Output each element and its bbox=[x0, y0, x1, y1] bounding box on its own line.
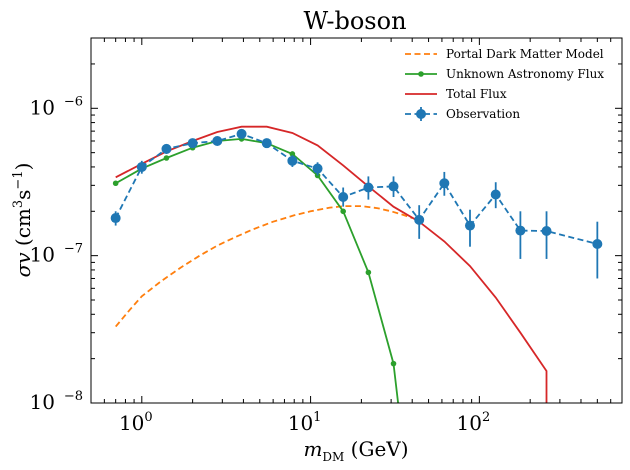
x-tick-label: 100 bbox=[119, 410, 153, 435]
x-tick-label-exp: 2 bbox=[482, 410, 490, 425]
observation-point bbox=[464, 220, 475, 231]
unknown-astronomy-flux-line bbox=[115, 137, 399, 403]
x-axis-label: mDM (GeV) bbox=[303, 437, 408, 464]
series-layer bbox=[110, 125, 603, 403]
unknown-astronomy-flux-point bbox=[365, 269, 372, 276]
y-tick-label-base: 10 bbox=[30, 390, 55, 414]
x-tick-label-base: 10 bbox=[119, 411, 144, 435]
observation-point bbox=[287, 155, 298, 166]
chart-title: W-boson bbox=[303, 7, 406, 35]
observation-point bbox=[212, 135, 223, 146]
legend-label-observation: Observation bbox=[446, 107, 520, 121]
unknown-astronomy-flux-point bbox=[340, 208, 346, 215]
unknown-astronomy-flux-point bbox=[112, 180, 119, 187]
observation-point bbox=[236, 128, 247, 139]
observation-point bbox=[515, 225, 526, 236]
observation-point bbox=[388, 181, 399, 192]
observation-point bbox=[414, 214, 425, 225]
y-tick-label: 10 −6 bbox=[30, 94, 83, 119]
observation-point bbox=[312, 163, 323, 174]
x-tick-label-exp: 0 bbox=[144, 410, 152, 425]
observation-point bbox=[261, 138, 272, 149]
observation-point bbox=[439, 178, 450, 189]
y-tick-label-exp: −8 bbox=[64, 389, 83, 404]
y-tick-label: 10 −8 bbox=[30, 389, 83, 414]
y-tick-label: 10 −7 bbox=[30, 242, 83, 267]
unknown-astronomy-flux-point bbox=[163, 155, 170, 161]
observation-point bbox=[110, 213, 121, 224]
legend-marker-unknown-astronomy-flux bbox=[418, 71, 424, 77]
legend-label-portal-dark-matter-model: Portal Dark Matter Model bbox=[446, 47, 604, 61]
observation-point bbox=[592, 238, 603, 249]
x-tick-label-exp: 1 bbox=[313, 410, 321, 425]
observation-point bbox=[363, 182, 374, 193]
observation-point bbox=[490, 189, 501, 200]
y-tick-label-base: 10 bbox=[30, 243, 55, 267]
legend-label-unknown-astronomy-flux: Unknown Astronomy Flux bbox=[446, 67, 604, 81]
y-axis-label: σv (cm3s−1) bbox=[11, 163, 35, 278]
plot-frame bbox=[90, 37, 623, 404]
observation-point bbox=[161, 143, 172, 154]
observation-point bbox=[541, 225, 552, 236]
y-tick-label-exp: −7 bbox=[64, 242, 83, 257]
x-tick-label: 101 bbox=[288, 410, 322, 435]
legend-marker-observation bbox=[416, 109, 426, 119]
y-tick-label-exp: −6 bbox=[64, 94, 83, 109]
observation-point bbox=[338, 192, 349, 203]
x-tick-label-base: 10 bbox=[288, 411, 313, 435]
portal-dark-matter-model-line bbox=[115, 205, 413, 328]
unknown-astronomy-flux-point bbox=[289, 151, 296, 157]
x-tick-label-base: 10 bbox=[456, 411, 481, 435]
legend: Portal Dark Matter Model Unknown Astronom… bbox=[405, 47, 604, 121]
y-tick-label-base: 10 bbox=[30, 95, 55, 119]
observation-point bbox=[187, 138, 198, 149]
total-flux-line bbox=[115, 125, 548, 403]
unknown-astronomy-flux-point bbox=[390, 360, 397, 367]
observation-point bbox=[136, 161, 147, 172]
legend-label-total-flux: Total Flux bbox=[446, 87, 507, 101]
x-tick-label: 102 bbox=[456, 410, 490, 435]
